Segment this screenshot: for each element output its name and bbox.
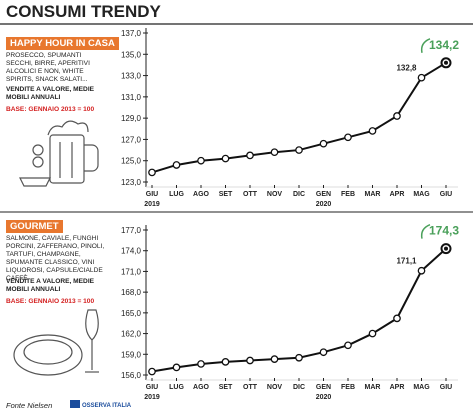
marker xyxy=(197,156,205,165)
year-label: 2020 xyxy=(316,394,332,401)
marker xyxy=(295,353,303,362)
x-tick-label: MAG xyxy=(413,191,430,198)
year-label: 2019 xyxy=(144,394,160,401)
marker xyxy=(221,358,230,366)
logo: OSSERVA ITALIA xyxy=(82,403,132,409)
marker xyxy=(319,348,328,357)
x-tick-label: GIU xyxy=(440,384,452,391)
marker xyxy=(368,329,377,338)
icon-beer xyxy=(19,120,99,187)
x-tick-label: DIC xyxy=(293,191,305,198)
x-tick-label: GIU xyxy=(440,191,452,198)
marker xyxy=(246,356,254,365)
source: Fonte Nielsen xyxy=(6,401,52,410)
marker xyxy=(221,154,230,163)
line xyxy=(151,61,447,174)
y-tick-label: 156,0 xyxy=(121,371,142,380)
y-tick-label: 165,0 xyxy=(121,309,142,318)
year-label: 2019 xyxy=(144,201,160,208)
marker xyxy=(197,360,205,368)
y-tick-label: 125,0 xyxy=(121,157,142,166)
description: PROSECCO, SPUMANTI SECCHI, BIRRE, APERIT… xyxy=(6,52,90,83)
marker-dot xyxy=(444,60,448,65)
icon-gourmet xyxy=(13,309,99,376)
value-label: 132,8 xyxy=(396,64,417,73)
y-tick-label: 159,0 xyxy=(121,350,142,359)
y-tick-label: 174,0 xyxy=(121,247,142,256)
y-tick-label: 129,0 xyxy=(121,114,142,123)
marker xyxy=(393,112,401,120)
logo-mark xyxy=(70,400,80,408)
x-tick-label: AGO xyxy=(193,384,210,391)
line xyxy=(151,247,447,373)
marker-dot xyxy=(444,246,448,251)
x-tick-label: MAR xyxy=(365,191,381,198)
marker xyxy=(148,168,156,177)
marker xyxy=(148,367,156,376)
y-tick-label: 137,0 xyxy=(121,29,142,38)
value-label: 174,3 xyxy=(429,224,459,238)
x-tick-label: GEN xyxy=(316,384,331,391)
base: BASE: GENNAIO 2013 = 100 xyxy=(6,298,95,305)
x-tick-label: LUG xyxy=(169,384,184,391)
marker xyxy=(295,146,303,154)
marker xyxy=(393,314,401,323)
x-tick-label: DIC xyxy=(293,384,305,391)
y-tick-label: 123,0 xyxy=(121,178,142,187)
x-tick-label: MAG xyxy=(413,384,430,391)
x-tick-label: LUG xyxy=(169,191,184,198)
page-title: CONSUMI TRENDY xyxy=(6,2,162,21)
arrow xyxy=(420,38,431,53)
panel-title: HAPPY HOUR IN CASA xyxy=(6,37,119,50)
marker xyxy=(417,73,426,82)
arrow xyxy=(420,223,431,239)
panel-title: GOURMET xyxy=(6,220,63,233)
year-label: 2020 xyxy=(316,201,332,208)
x-tick-label: FEB xyxy=(341,384,355,391)
x-tick-label: OTT xyxy=(243,191,258,198)
y-tick-label: 168,0 xyxy=(121,288,142,297)
marker xyxy=(246,151,254,160)
x-tick-label: APR xyxy=(390,191,405,198)
base: BASE: GENNAIO 2013 = 100 xyxy=(6,106,95,113)
y-tick-label: 127,0 xyxy=(121,135,142,144)
y-tick-label: 177,0 xyxy=(121,226,142,235)
x-tick-label: MAR xyxy=(365,384,381,391)
x-tick-label: GEN xyxy=(316,191,331,198)
x-tick-label: APR xyxy=(390,384,405,391)
marker xyxy=(270,148,279,157)
y-tick-label: 131,0 xyxy=(121,93,142,102)
x-tick-label: GIU xyxy=(146,384,158,391)
marker xyxy=(270,355,279,363)
y-tick-label: 162,0 xyxy=(121,330,142,339)
marker xyxy=(172,363,181,372)
description: SALMONE, CAVIALE, FUNGHI PORCINI, ZAFFER… xyxy=(6,235,105,282)
x-tick-label: FEB xyxy=(341,191,355,198)
marker xyxy=(368,127,377,135)
x-tick-label: AGO xyxy=(193,191,210,198)
x-tick-label: GIU xyxy=(146,191,158,198)
x-tick-label: OTT xyxy=(243,384,258,391)
y-tick-label: 133,0 xyxy=(121,72,142,81)
measure: VENDITE A VALORE, MEDIE MOBILI ANNUALI xyxy=(6,86,95,101)
y-tick-label: 135,0 xyxy=(121,50,142,59)
marker xyxy=(344,133,352,142)
marker xyxy=(344,341,352,350)
measure: VENDITE A VALORE, MEDIE MOBILI ANNUALI xyxy=(6,278,95,293)
x-tick-label: NOV xyxy=(267,191,283,198)
y-tick-label: 171,0 xyxy=(121,267,142,276)
marker xyxy=(319,139,328,148)
x-tick-label: NOV xyxy=(267,384,283,391)
marker xyxy=(172,161,181,169)
x-tick-label: SET xyxy=(219,191,233,198)
x-tick-label: SET xyxy=(219,384,233,391)
value-label: 171,1 xyxy=(396,257,417,266)
marker xyxy=(417,266,426,275)
value-label: 134,2 xyxy=(429,38,459,52)
